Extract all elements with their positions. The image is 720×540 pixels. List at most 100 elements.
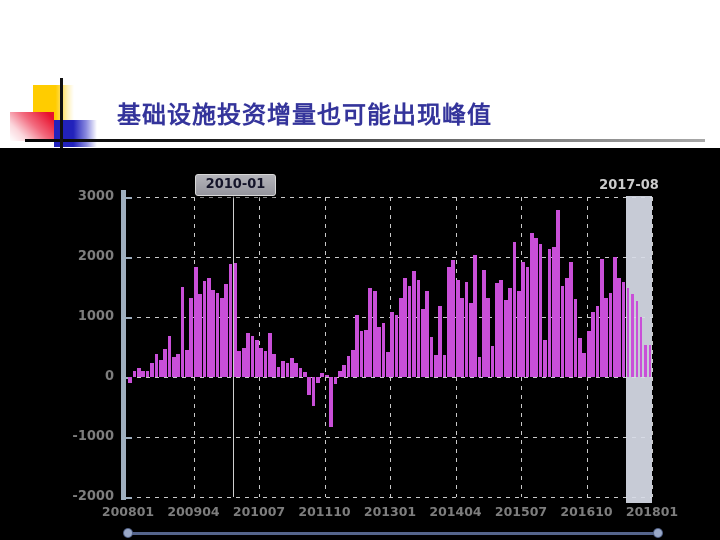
bar[interactable] xyxy=(582,353,587,377)
bar[interactable] xyxy=(250,335,255,377)
bar[interactable] xyxy=(486,297,491,377)
bar[interactable] xyxy=(635,300,638,377)
bar[interactable] xyxy=(578,338,582,377)
bar[interactable] xyxy=(316,377,320,383)
bar[interactable] xyxy=(595,305,600,377)
bar[interactable] xyxy=(442,354,447,377)
bar[interactable] xyxy=(403,278,408,377)
bar[interactable] xyxy=(412,271,416,377)
bar[interactable] xyxy=(163,348,167,377)
bar[interactable] xyxy=(564,278,569,377)
bar[interactable] xyxy=(447,266,451,377)
bar[interactable] xyxy=(176,354,181,377)
datazoom-handle-right[interactable] xyxy=(653,528,663,538)
bar[interactable] xyxy=(307,377,312,395)
bar[interactable] xyxy=(534,237,539,377)
bar[interactable] xyxy=(438,306,443,377)
bar[interactable] xyxy=(324,374,329,377)
bar[interactable] xyxy=(289,357,294,377)
bar[interactable] xyxy=(329,377,333,428)
bar[interactable] xyxy=(294,363,298,377)
bar[interactable] xyxy=(464,281,469,377)
bar[interactable] xyxy=(351,350,355,377)
bar[interactable] xyxy=(150,363,154,377)
bar[interactable] xyxy=(337,371,342,377)
bar[interactable] xyxy=(543,339,547,377)
bar[interactable] xyxy=(385,352,390,377)
bar[interactable] xyxy=(394,314,399,377)
bar[interactable] xyxy=(416,279,421,377)
datazoom-handle-left[interactable] xyxy=(123,528,133,538)
bar[interactable] xyxy=(482,269,486,377)
bar[interactable] xyxy=(604,297,608,377)
bar[interactable] xyxy=(621,281,626,377)
bar[interactable] xyxy=(237,351,242,377)
bar[interactable] xyxy=(359,331,364,377)
bar[interactable] xyxy=(551,247,556,377)
bar[interactable] xyxy=(495,282,499,377)
bar[interactable] xyxy=(189,297,194,377)
bar[interactable] xyxy=(639,317,643,377)
bar[interactable] xyxy=(516,291,521,377)
bar[interactable] xyxy=(538,244,543,377)
bar[interactable] xyxy=(586,331,591,377)
bar[interactable] xyxy=(276,367,281,377)
bar[interactable] xyxy=(407,286,412,377)
bar[interactable] xyxy=(342,365,346,377)
bar[interactable] xyxy=(302,372,307,377)
bar[interactable] xyxy=(128,377,133,383)
bar[interactable] xyxy=(241,347,246,377)
bar[interactable] xyxy=(137,368,141,377)
bar[interactable] xyxy=(521,261,526,377)
bar[interactable] xyxy=(468,302,473,377)
bar[interactable] xyxy=(490,345,495,377)
bar[interactable] xyxy=(429,337,434,377)
bar[interactable] xyxy=(364,329,368,377)
bar[interactable] xyxy=(171,357,176,377)
bar[interactable] xyxy=(473,255,477,377)
bar[interactable] xyxy=(512,242,517,377)
bar[interactable] xyxy=(451,260,456,377)
bar[interactable] xyxy=(381,323,386,377)
bar[interactable] xyxy=(206,278,211,377)
bar[interactable] xyxy=(569,261,574,377)
bar[interactable] xyxy=(648,344,651,377)
bar[interactable] xyxy=(333,377,338,385)
bar[interactable] xyxy=(372,290,377,377)
bar[interactable] xyxy=(377,326,381,377)
bar[interactable] xyxy=(346,356,351,377)
bar[interactable] xyxy=(525,266,530,377)
bar[interactable] xyxy=(455,279,460,377)
bar[interactable] xyxy=(399,297,403,377)
bar[interactable] xyxy=(617,278,622,377)
bar[interactable] xyxy=(254,339,259,377)
bar[interactable] xyxy=(503,299,508,377)
bar[interactable] xyxy=(167,336,172,377)
bar[interactable] xyxy=(311,377,316,407)
bar[interactable] xyxy=(132,371,137,377)
bar[interactable] xyxy=(368,287,373,377)
bar[interactable] xyxy=(560,286,565,377)
bar[interactable] xyxy=(246,333,250,377)
bar[interactable] xyxy=(145,371,150,377)
bar[interactable] xyxy=(185,350,189,377)
bar[interactable] xyxy=(180,287,185,377)
bar[interactable] xyxy=(285,362,290,377)
bar[interactable] xyxy=(530,233,534,377)
bar[interactable] xyxy=(573,299,578,377)
bar[interactable] xyxy=(202,281,207,377)
bar[interactable] xyxy=(215,293,220,377)
bar[interactable] xyxy=(320,373,325,377)
bar[interactable] xyxy=(460,298,464,377)
bar[interactable] xyxy=(193,267,198,377)
bar[interactable] xyxy=(433,355,438,377)
bar[interactable] xyxy=(224,284,229,377)
bar[interactable] xyxy=(158,360,163,377)
bar[interactable] xyxy=(390,311,395,377)
datazoom-slider-track[interactable] xyxy=(128,532,658,535)
bar[interactable] xyxy=(626,287,630,377)
bar[interactable] xyxy=(599,258,604,377)
bar[interactable] xyxy=(613,257,617,377)
bar[interactable] xyxy=(425,290,429,377)
bar[interactable] xyxy=(631,294,634,377)
